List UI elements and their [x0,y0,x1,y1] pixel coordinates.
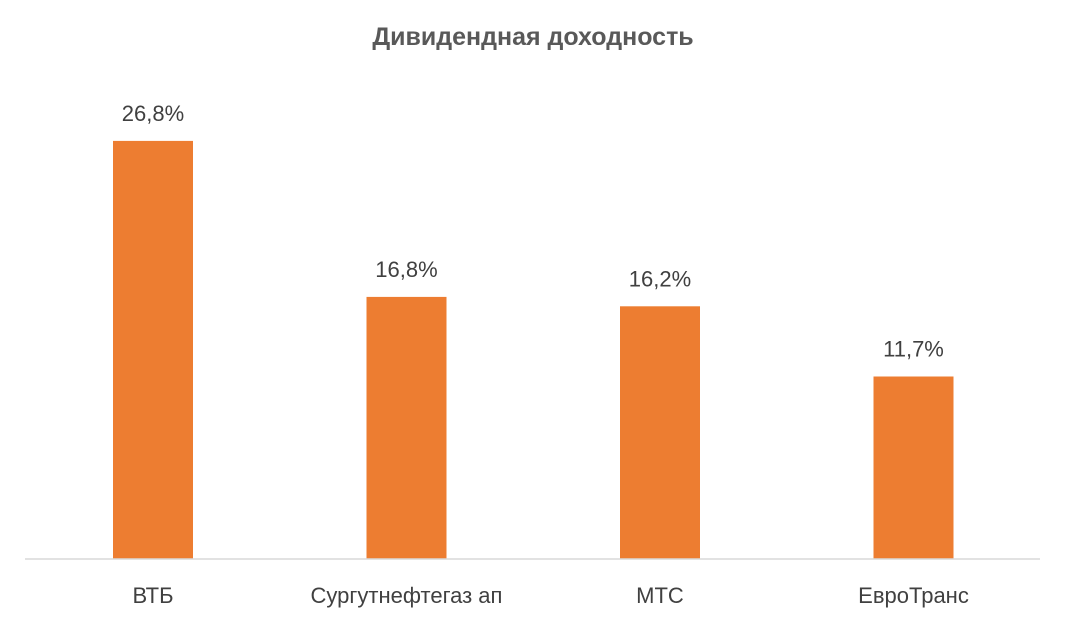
data-label: 11,7% [883,337,944,362]
bar [113,140,193,559]
x-tick-label: Сургутнефтегаз ап [311,583,503,608]
x-tick-labels-layer: ВТБ Сургутнефтегаз ап МТС ЕвроТранс [132,583,968,608]
bar [620,306,700,559]
x-tick-label: ЕвроТранс [858,583,969,608]
bar [366,296,447,559]
data-label: 16,8% [375,257,437,282]
x-tick-label: ВТБ [132,583,173,608]
chart-title: Дивидендная доходность [372,23,693,51]
x-tick-label: МТС [636,583,684,608]
data-label: 16,2% [629,266,691,291]
bar [873,376,954,559]
data-label: 26,8% [122,101,184,126]
data-labels-layer: 26,8% 16,8% 16,2% 11,7% [122,101,944,362]
bars-layer [113,140,954,559]
